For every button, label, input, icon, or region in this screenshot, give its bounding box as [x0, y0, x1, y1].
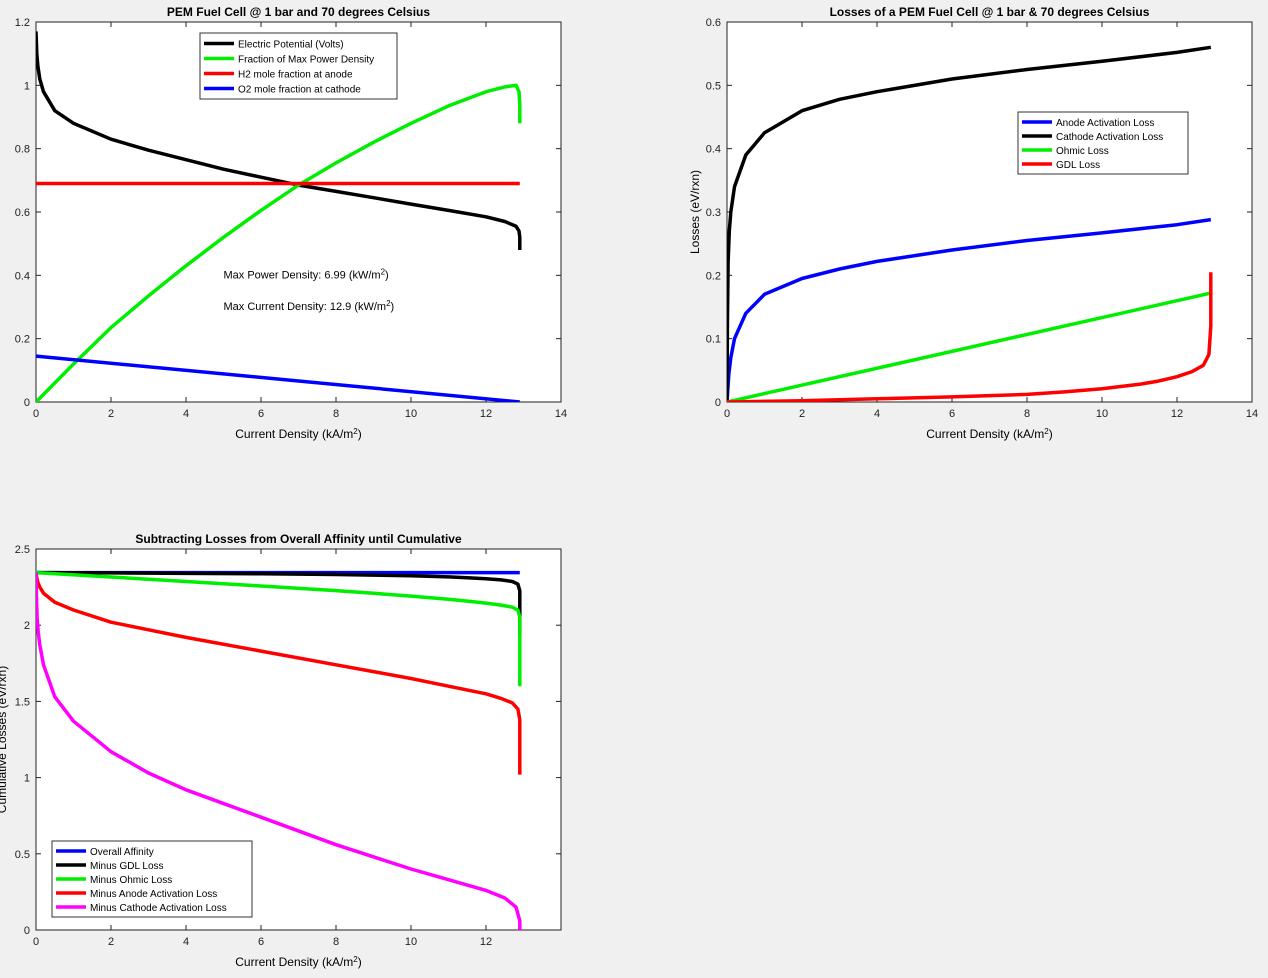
y-tick-label: 0.6: [706, 17, 721, 29]
series-line-2: [36, 83, 522, 402]
legend: Electric Potential (Volts) Fraction of Ma…: [199, 32, 398, 100]
x-tick-label: 4: [874, 408, 880, 420]
series-line-4: [36, 354, 520, 402]
chart-title: Subtracting Losses from Overall Affinity…: [135, 532, 462, 546]
annotation-2: Max Current Density: 12.9 (kW/m2): [224, 299, 395, 314]
series-group: [727, 45, 1213, 402]
x-tick-label: 8: [1024, 408, 1030, 420]
legend: Overall Affinity Minus GDL Loss Minus Ohmi…: [51, 840, 253, 918]
legend-entry: H2 mole fraction at anode: [238, 70, 353, 81]
y-tick-label: 0: [24, 925, 30, 937]
series-line-1: [36, 31, 522, 250]
y-tick-label: 0.2: [706, 270, 721, 282]
y-tick-label: 1: [24, 773, 30, 785]
series-line-5: [36, 572, 522, 930]
legend-entry: Electric Potential (Volts): [238, 40, 344, 51]
x-tick-label: 0: [33, 408, 39, 420]
x-tick-label: 12: [480, 936, 492, 948]
y-tick-label: 0.2: [15, 334, 30, 346]
y-axis-label: Losses (eV/rxn): [688, 170, 702, 254]
chart-panel-1: 0 2 4 6 8 10 12 14 0 0.2 0.4 0.6 0.8 1 1.2 PEM Fuel Cel…: [15, 5, 567, 441]
x-tick-label: 12: [480, 408, 492, 420]
plot-area: [726, 21, 1253, 403]
legend-entry: Minus Anode Activation Loss: [90, 889, 217, 900]
y-tick-label: 2.5: [15, 544, 30, 556]
y-tick-label: 0.4: [15, 270, 30, 282]
legend: Anode Activation Loss Cathode Activation …: [1017, 111, 1189, 175]
y-tick-label: 0: [715, 397, 721, 409]
legend-entry: Minus Cathode Activation Loss: [90, 903, 227, 914]
y-tick-label: 0: [24, 397, 30, 409]
x-tick-label: 8: [333, 408, 339, 420]
series-line-2: [36, 570, 522, 635]
x-tick-label: 2: [108, 408, 114, 420]
x-tick-label: 4: [183, 936, 189, 948]
legend-entry: Minus Ohmic Loss: [90, 875, 172, 886]
x-tick-label: 14: [555, 408, 567, 420]
x-tick-label: 0: [724, 408, 730, 420]
x-tick-label: 10: [1096, 408, 1108, 420]
x-tick-label: 6: [258, 936, 264, 948]
y-axis-label: Cumulative Losses (eV/rxn): [0, 666, 9, 813]
legend-entry: Overall Affinity: [90, 847, 154, 858]
legend-entry: Minus GDL Loss: [90, 861, 164, 872]
y-tick-label: 0.1: [706, 334, 721, 346]
y-tick-label: 0.8: [15, 144, 30, 156]
series-group: [36, 31, 522, 402]
legend-entry: Fraction of Max Power Density: [238, 55, 374, 66]
series-line-4: [36, 572, 522, 775]
chart-title: PEM Fuel Cell @ 1 bar and 70 degrees Cel…: [167, 5, 430, 19]
x-tick-label: 12: [1171, 408, 1183, 420]
series-line-3: [727, 291, 1212, 402]
y-tick-label: 0.5: [15, 849, 30, 861]
legend-entry: Cathode Activation Loss: [1056, 132, 1163, 143]
series-line-3: [36, 570, 522, 687]
x-axis-label: Current Density (kA/m2): [235, 955, 361, 970]
x-tick-label: 10: [405, 936, 417, 948]
x-tick-label: 2: [108, 936, 114, 948]
chart-title: Losses of a PEM Fuel Cell @ 1 bar & 70 d…: [830, 5, 1150, 19]
y-tick-label: 0.4: [706, 144, 721, 156]
legend-entry: Ohmic Loss: [1056, 146, 1109, 157]
y-tick-label: 0.6: [15, 207, 30, 219]
x-tick-label: 8: [333, 936, 339, 948]
series-line-2: [727, 45, 1212, 402]
chart-panel-3: 0 2 4 6 8 10 12 0 0.5 1 1.5 2 2.5 Subtracting Losses …: [0, 532, 562, 970]
legend-entry: GDL Loss: [1056, 160, 1100, 171]
y-tick-label: 1: [24, 80, 30, 92]
x-tick-label: 14: [1246, 408, 1258, 420]
legend-entry: O2 mole fraction at cathode: [238, 85, 361, 96]
x-tick-label: 6: [258, 408, 264, 420]
legend-entry: Anode Activation Loss: [1056, 118, 1154, 129]
annotation-1: Max Power Density: 6.99 (kW/m2): [224, 267, 389, 282]
y-tick-label: 1.2: [15, 17, 30, 29]
y-tick-label: 1.5: [15, 696, 30, 708]
x-axis-label: Current Density (kA/m2): [926, 427, 1052, 442]
series-line-1: [727, 217, 1212, 402]
y-tick-label: 0.5: [706, 80, 721, 92]
series-line-4: [727, 272, 1213, 402]
x-tick-label: 2: [799, 408, 805, 420]
series-group: [36, 570, 522, 930]
chart-panel-2: 0 2 4 6 8 10 12 14 0 0.1 0.2 0.3 0.4 0.5 0.6 Losses of …: [688, 5, 1258, 441]
y-tick-label: 0.3: [706, 207, 721, 219]
y-tick-label: 2: [24, 620, 30, 632]
x-tick-label: 10: [405, 408, 417, 420]
x-axis-label: Current Density (kA/m2): [235, 427, 361, 442]
x-tick-label: 0: [33, 936, 39, 948]
x-tick-label: 6: [949, 408, 955, 420]
x-tick-label: 4: [183, 408, 189, 420]
